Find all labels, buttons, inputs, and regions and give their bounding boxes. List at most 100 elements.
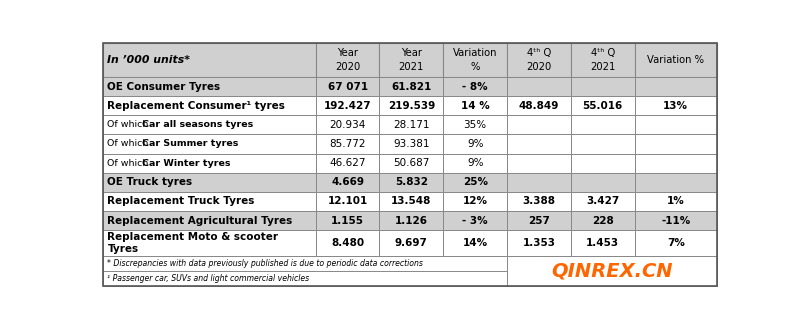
Text: Of which: Of which bbox=[107, 120, 152, 129]
Bar bbox=[103, 154, 316, 173]
Text: Replacement Agricultural Tyres: Replacement Agricultural Tyres bbox=[107, 215, 293, 226]
Text: 9%: 9% bbox=[467, 139, 483, 149]
Bar bbox=[507, 211, 571, 230]
Text: 4ᵗʰ Q
2021: 4ᵗʰ Q 2021 bbox=[590, 48, 615, 71]
Bar bbox=[103, 256, 507, 286]
Bar bbox=[507, 134, 571, 154]
Text: Of which: Of which bbox=[107, 159, 152, 168]
Text: 55.016: 55.016 bbox=[582, 101, 623, 111]
Bar bbox=[316, 154, 379, 173]
Text: 5.832: 5.832 bbox=[395, 177, 428, 187]
Bar bbox=[507, 154, 571, 173]
Text: 12%: 12% bbox=[462, 196, 488, 206]
Bar bbox=[507, 256, 717, 286]
Text: 8.480: 8.480 bbox=[331, 238, 364, 248]
Bar bbox=[379, 173, 443, 192]
Text: - 3%: - 3% bbox=[462, 215, 488, 226]
Bar bbox=[634, 211, 717, 230]
Bar bbox=[571, 115, 634, 134]
Bar bbox=[571, 43, 634, 77]
Bar bbox=[507, 96, 571, 115]
Bar bbox=[379, 96, 443, 115]
Text: -11%: -11% bbox=[661, 215, 690, 226]
Bar bbox=[571, 192, 634, 211]
Text: 13%: 13% bbox=[663, 101, 688, 111]
Bar bbox=[634, 115, 717, 134]
Text: 46.627: 46.627 bbox=[330, 158, 366, 168]
Bar bbox=[507, 115, 571, 134]
Bar bbox=[634, 173, 717, 192]
Text: 192.427: 192.427 bbox=[324, 101, 371, 111]
Text: OE Truck tyres: OE Truck tyres bbox=[107, 177, 193, 187]
Bar bbox=[634, 192, 717, 211]
Bar bbox=[443, 77, 507, 96]
Bar bbox=[443, 173, 507, 192]
Bar bbox=[443, 96, 507, 115]
Text: Car Winter tyres: Car Winter tyres bbox=[142, 159, 230, 168]
Text: 50.687: 50.687 bbox=[393, 158, 430, 168]
Bar bbox=[507, 77, 571, 96]
Bar bbox=[571, 154, 634, 173]
Text: Replacement Truck Tyres: Replacement Truck Tyres bbox=[107, 196, 255, 206]
Bar bbox=[571, 77, 634, 96]
Bar bbox=[634, 96, 717, 115]
Text: 219.539: 219.539 bbox=[388, 101, 435, 111]
Bar bbox=[103, 115, 316, 134]
Text: Car all seasons tyres: Car all seasons tyres bbox=[142, 120, 253, 129]
Text: 93.381: 93.381 bbox=[393, 139, 430, 149]
Bar bbox=[571, 230, 634, 256]
Bar bbox=[316, 115, 379, 134]
Bar bbox=[103, 211, 316, 230]
Text: 48.849: 48.849 bbox=[518, 101, 559, 111]
Text: Of which: Of which bbox=[107, 140, 152, 148]
Text: 14%: 14% bbox=[462, 238, 488, 248]
Text: 1.353: 1.353 bbox=[522, 238, 555, 248]
Bar bbox=[634, 77, 717, 96]
Text: 9.697: 9.697 bbox=[395, 238, 428, 248]
Text: 35%: 35% bbox=[463, 120, 486, 130]
Text: 4ᵗʰ Q
2020: 4ᵗʰ Q 2020 bbox=[526, 48, 551, 71]
Bar bbox=[316, 173, 379, 192]
Bar bbox=[443, 115, 507, 134]
Text: Variation
%: Variation % bbox=[453, 48, 498, 71]
Text: 1.155: 1.155 bbox=[331, 215, 364, 226]
Text: Car Summer tyres: Car Summer tyres bbox=[142, 140, 238, 148]
Text: ¹ Passenger car, SUVs and light commercial vehicles: ¹ Passenger car, SUVs and light commerci… bbox=[107, 274, 310, 283]
Bar bbox=[379, 134, 443, 154]
Bar bbox=[507, 173, 571, 192]
Bar bbox=[443, 134, 507, 154]
Bar bbox=[507, 230, 571, 256]
Bar bbox=[316, 211, 379, 230]
Text: 67 071: 67 071 bbox=[327, 82, 368, 92]
Bar bbox=[103, 77, 316, 96]
Text: 9%: 9% bbox=[467, 158, 483, 168]
Bar bbox=[379, 230, 443, 256]
Bar bbox=[379, 154, 443, 173]
Text: 3.388: 3.388 bbox=[522, 196, 555, 206]
Bar bbox=[507, 192, 571, 211]
Text: 12.101: 12.101 bbox=[327, 196, 368, 206]
Text: 3.427: 3.427 bbox=[586, 196, 619, 206]
Text: 28.171: 28.171 bbox=[393, 120, 430, 130]
Bar bbox=[443, 154, 507, 173]
Text: 257: 257 bbox=[528, 215, 550, 226]
Bar bbox=[379, 192, 443, 211]
Bar bbox=[634, 43, 717, 77]
Text: 1.126: 1.126 bbox=[395, 215, 428, 226]
Bar bbox=[316, 134, 379, 154]
Text: - 8%: - 8% bbox=[462, 82, 488, 92]
Bar bbox=[379, 211, 443, 230]
Bar bbox=[571, 134, 634, 154]
Text: 1.453: 1.453 bbox=[586, 238, 619, 248]
Text: 13.548: 13.548 bbox=[391, 196, 431, 206]
Text: 20.934: 20.934 bbox=[330, 120, 366, 130]
Text: Replacement Moto & scooter
Tyres: Replacement Moto & scooter Tyres bbox=[107, 232, 278, 254]
Bar bbox=[316, 43, 379, 77]
Bar bbox=[507, 43, 571, 77]
Bar bbox=[379, 115, 443, 134]
Bar bbox=[571, 211, 634, 230]
Bar bbox=[103, 134, 316, 154]
Bar bbox=[316, 96, 379, 115]
Bar bbox=[634, 154, 717, 173]
Bar bbox=[103, 192, 316, 211]
